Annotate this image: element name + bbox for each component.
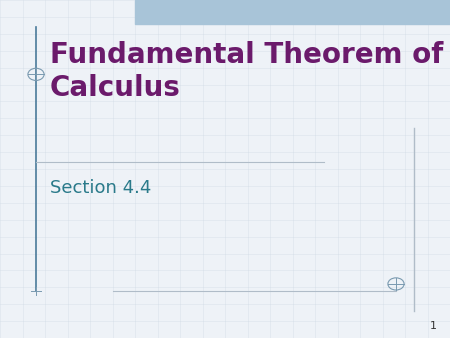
Text: Fundamental Theorem of
Calculus: Fundamental Theorem of Calculus	[50, 41, 443, 102]
Text: Section 4.4: Section 4.4	[50, 179, 151, 197]
Bar	[135, 0, 450, 24]
Text: 1: 1	[429, 321, 436, 331]
